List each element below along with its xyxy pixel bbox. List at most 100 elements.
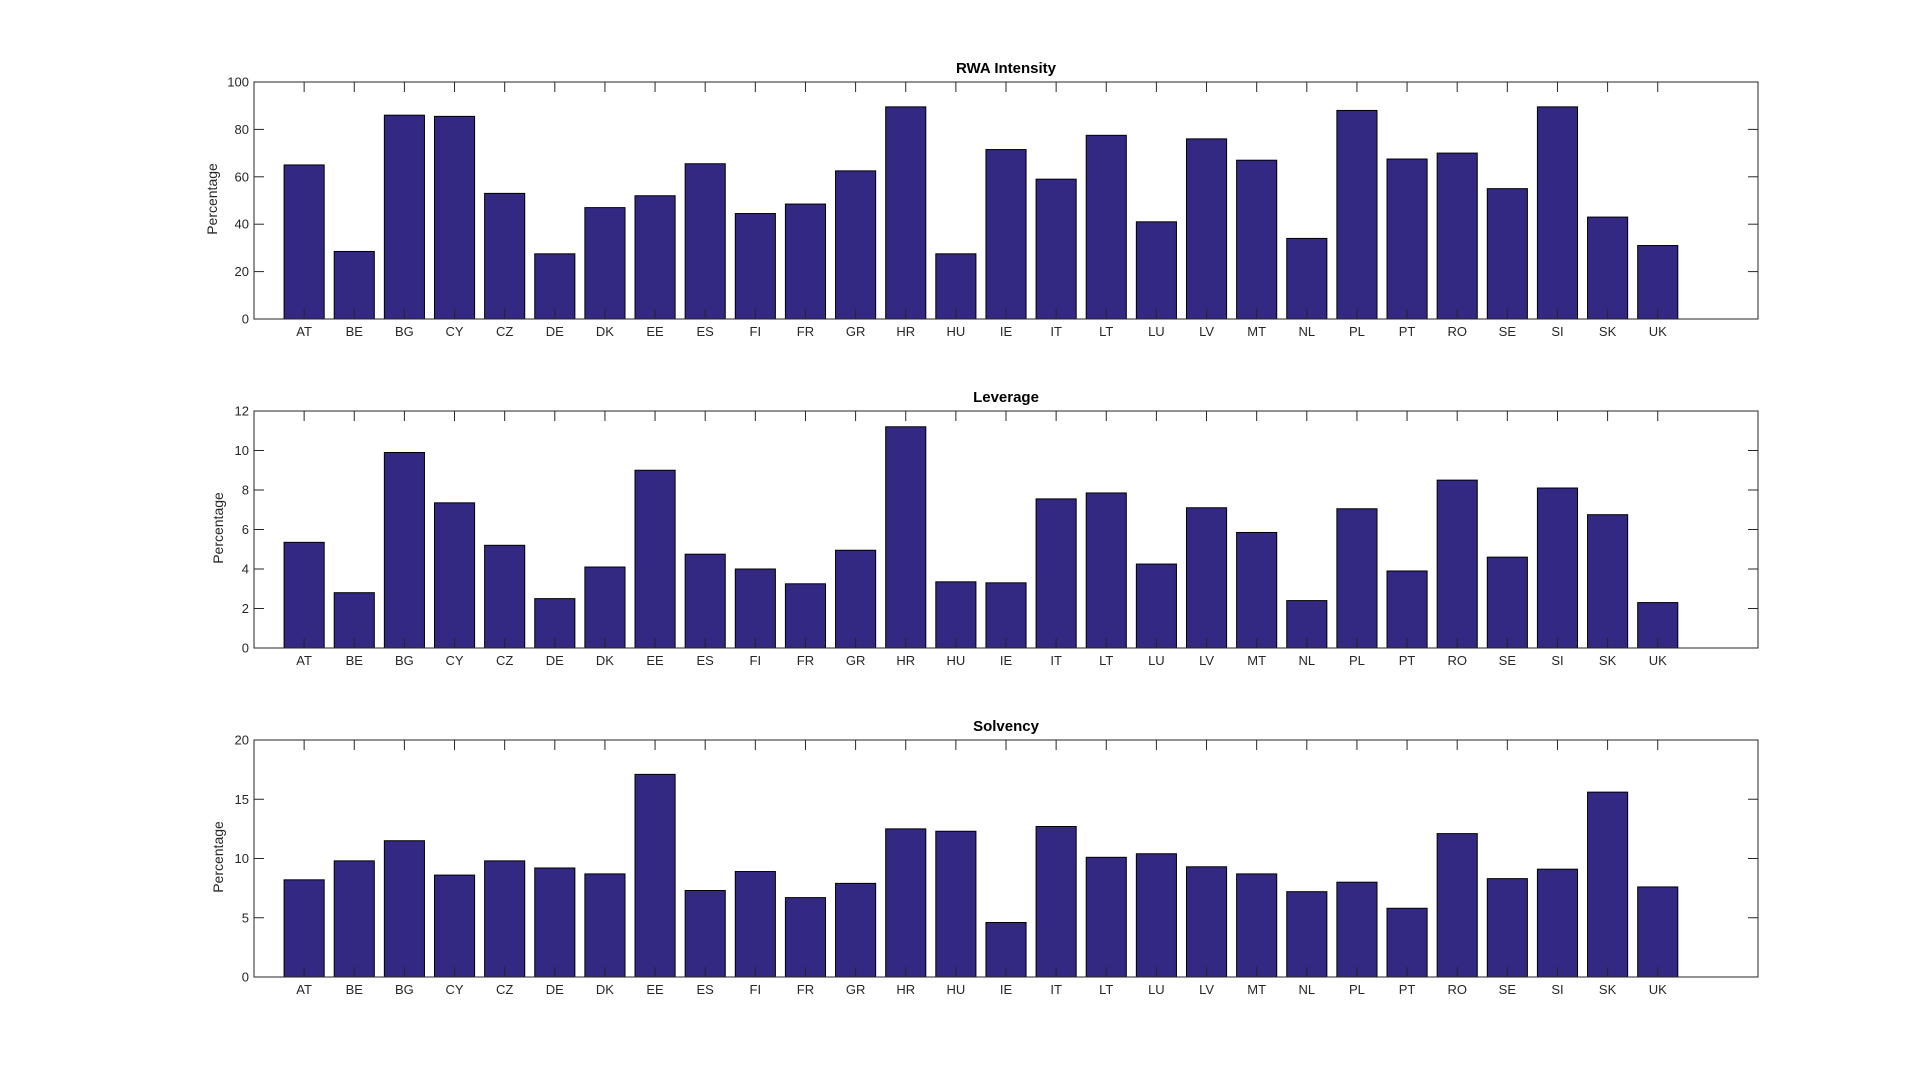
y-tick-label: 2 (242, 601, 249, 616)
bar-gr (835, 549, 877, 649)
bar-lv (1185, 507, 1228, 649)
bar-cz (484, 544, 526, 649)
x-tick-label: CY (446, 324, 464, 339)
y-axis-label: Percentage (204, 163, 220, 235)
x-tick-label: UK (1649, 653, 1667, 668)
x-tick-label: CZ (496, 324, 513, 339)
y-tick-label: 60 (235, 169, 249, 184)
bar-lv (1185, 138, 1228, 320)
x-tick-label: ES (697, 982, 715, 997)
x-tick-label: EE (646, 982, 664, 997)
bar-mt (1236, 531, 1278, 649)
bar-fi (734, 213, 776, 320)
bar-nl (1286, 237, 1328, 320)
x-tick-label: FI (750, 324, 762, 339)
x-tick-label: IE (1000, 982, 1013, 997)
bar-pl (1336, 881, 1378, 978)
bar-hu (935, 830, 977, 978)
y-tick-label: 12 (235, 404, 249, 419)
bar-hr (885, 828, 927, 978)
x-tick-label: PT (1399, 982, 1416, 997)
bar-fr (784, 583, 827, 649)
bar-mt (1236, 159, 1278, 320)
x-tick-label: DE (546, 324, 564, 339)
plot-area: AT BE BG CY CZ DE DK EE ES FI FR GR HR HU IE IT LT LU LV MT… (227, 75, 1759, 339)
x-tick-label: DK (596, 982, 614, 997)
y-tick-label: 100 (227, 75, 249, 90)
x-tick-label: FR (797, 324, 814, 339)
x-tick-label: BG (395, 653, 414, 668)
x-tick-label: BE (346, 653, 364, 668)
x-tick-label: GR (846, 982, 866, 997)
bar-fi (734, 568, 776, 649)
y-tick-label: 0 (242, 312, 249, 327)
bar-lu (1135, 563, 1177, 649)
bar-ro (1436, 152, 1478, 320)
bar-sk (1587, 216, 1629, 320)
y-tick-label: 20 (235, 733, 249, 748)
bar-si (1536, 487, 1579, 649)
bar-pl (1336, 109, 1378, 320)
x-tick-label: HU (946, 324, 965, 339)
x-tick-label: PL (1349, 324, 1365, 339)
y-tick-label: 4 (242, 562, 249, 577)
x-tick-label: LV (1199, 653, 1214, 668)
bar-pt (1386, 570, 1428, 649)
y-tick-label: 80 (235, 122, 249, 137)
x-tick-label: SK (1599, 982, 1617, 997)
bar-cz (484, 192, 526, 320)
x-tick-label: IT (1050, 982, 1062, 997)
bar-ie (985, 149, 1027, 320)
x-tick-label: IE (1000, 324, 1013, 339)
bar-be (333, 250, 375, 320)
x-tick-label: BE (346, 982, 364, 997)
bar-se (1486, 556, 1528, 649)
bar-gr (835, 882, 877, 978)
x-tick-label: DE (546, 653, 564, 668)
bar-gr (835, 170, 877, 320)
bar-ro (1436, 479, 1478, 649)
bar-sk (1587, 514, 1629, 649)
x-tick-label: CZ (496, 982, 513, 997)
bar-bg (383, 114, 425, 320)
x-tick-label: PL (1349, 982, 1365, 997)
chart-title: RWA Intensity (956, 60, 1057, 77)
x-tick-label: DK (596, 653, 614, 668)
x-tick-label: SK (1599, 324, 1617, 339)
bar-lu (1135, 853, 1177, 978)
bar-uk (1637, 245, 1679, 320)
bar-pt (1386, 158, 1428, 320)
bar-at (283, 164, 325, 320)
x-tick-label: MT (1247, 324, 1266, 339)
x-tick-label: LU (1148, 982, 1165, 997)
x-tick-label: FR (797, 982, 814, 997)
bar-hr (885, 426, 927, 649)
bar-ee (634, 773, 676, 978)
bar-ro (1436, 833, 1478, 978)
x-tick-label: PT (1399, 653, 1416, 668)
x-tick-label: MT (1247, 653, 1266, 668)
x-tick-label: AT (296, 653, 312, 668)
x-tick-label: HU (946, 982, 965, 997)
bar-be (333, 860, 375, 978)
x-tick-label: BE (346, 324, 364, 339)
bar-ee (634, 195, 676, 320)
x-tick-label: IE (1000, 653, 1013, 668)
y-tick-label: 10 (235, 851, 249, 866)
x-tick-label: LU (1148, 324, 1165, 339)
bar-es (684, 553, 726, 649)
bar-at (283, 879, 325, 978)
x-tick-label: SI (1551, 324, 1563, 339)
y-tick-label: 20 (235, 264, 249, 279)
x-tick-label: BG (395, 324, 414, 339)
x-tick-label: HR (896, 982, 915, 997)
bar-cy (433, 502, 476, 649)
bar-ee (634, 469, 676, 649)
bar-fi (734, 871, 776, 978)
x-tick-label: SE (1499, 324, 1517, 339)
x-tick-label: LV (1199, 324, 1214, 339)
x-tick-label: SK (1599, 653, 1617, 668)
x-tick-label: LU (1148, 653, 1165, 668)
bar-se (1486, 188, 1528, 320)
bar-de (534, 253, 576, 320)
